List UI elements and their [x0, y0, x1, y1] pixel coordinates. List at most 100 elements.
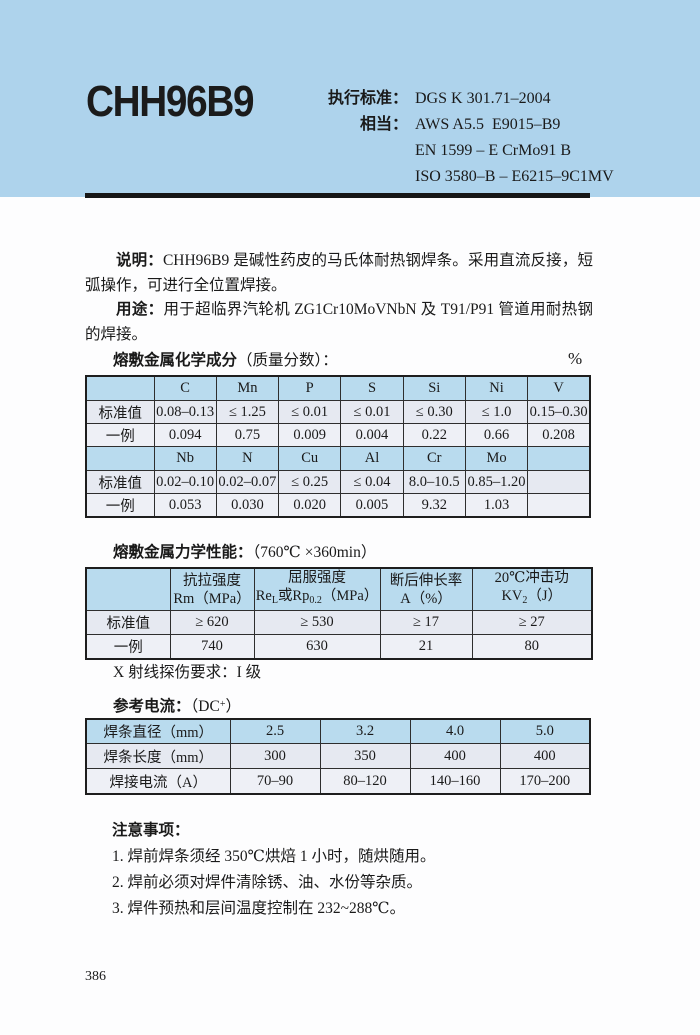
standard-row: 执行标准： DGS K 301.71–2004: [318, 86, 614, 112]
table-cell: ≤ 0.01: [278, 400, 342, 424]
table-cell: 焊接电流（A）: [85, 768, 231, 795]
divider-bar: [85, 193, 590, 198]
chemical-unit: %: [568, 349, 583, 368]
table-cell: 9.32: [402, 493, 466, 518]
equivalent-value: AWS A5.5 E9015–B9: [415, 116, 561, 133]
equivalent-value: ISO 3580–B – E6215–9C1MV: [415, 168, 614, 185]
table-cell: 0.020: [278, 493, 342, 518]
standards-block: 执行标准： DGS K 301.71–2004 相当： AWS A5.5 E90…: [318, 86, 614, 190]
table-cell: Mo: [464, 446, 529, 471]
table-cell: 300: [229, 743, 321, 769]
current-row: 焊条长度（mm） 300 350 400 400: [85, 743, 591, 769]
table-cell: 8.0–10.5: [402, 470, 466, 494]
table-cell: 350: [319, 743, 411, 769]
table-cell: 740: [169, 634, 255, 660]
table-cell: ≤ 1.0: [464, 400, 529, 424]
table-cell: [85, 446, 155, 471]
table-cell: 一例: [85, 634, 171, 660]
table-cell: 焊条长度（mm）: [85, 743, 231, 769]
table-cell: 0.02–0.10: [153, 470, 217, 494]
table-cell: ≥ 530: [253, 610, 381, 635]
table-cell: 140–160: [409, 768, 501, 795]
table-cell: 0.85–1.20: [464, 470, 529, 494]
header-band: [0, 0, 700, 197]
notes-title: 注意事项：: [112, 822, 190, 839]
table-cell: Cr: [402, 446, 466, 471]
table-cell: V: [527, 375, 591, 401]
table-cell: 屈服强度 ReL或Rp0.2（MPa）: [253, 567, 381, 611]
table-cell: P: [278, 375, 342, 401]
table-cell: 0.004: [340, 423, 404, 447]
equivalent-row: 相当： AWS A5.5 E9015–B9: [318, 112, 614, 138]
table-cell: 抗拉强度 Rm（MPa）: [169, 567, 255, 611]
table-cell: ≤ 0.01: [340, 400, 404, 424]
table-cell: 400: [499, 743, 591, 769]
table-cell: 标准值: [85, 400, 155, 424]
table-cell: 一例: [85, 423, 155, 447]
table-cell: 0.094: [153, 423, 217, 447]
table-cell: ≤ 0.30: [402, 400, 466, 424]
table-cell: 170–200: [499, 768, 591, 795]
table-cell: 0.75: [215, 423, 280, 447]
table-cell: Ni: [464, 375, 529, 401]
table-cell: 80–120: [319, 768, 411, 795]
table-cell: 2.5: [229, 718, 321, 744]
standard-value: DGS K 301.71–2004: [415, 90, 551, 107]
table-cell: 20℃冲击功 KV2（J）: [471, 567, 593, 611]
table-cell: [85, 375, 155, 401]
table-cell: C: [153, 375, 217, 401]
chem-example-row: 一例 0.094 0.75 0.009 0.004 0.22 0.66 0.208: [85, 423, 591, 447]
table-cell: S: [340, 375, 404, 401]
chem-element-header-row: C Mn P S Si Ni V: [85, 375, 591, 401]
equivalent-row: EN 1599 – E CrMo91 B: [318, 138, 614, 164]
table-cell: 630: [253, 634, 381, 660]
table-cell: 400: [409, 743, 501, 769]
table-cell: 一例: [85, 493, 155, 518]
table-cell: 0.053: [153, 493, 217, 518]
chemical-table: C Mn P S Si Ni V 标准值 0.08–0.13 ≤ 1.25 ≤ 0.01 ≤ 0.01…: [85, 375, 591, 518]
equivalent-row: ISO 3580–B – E6215–9C1MV: [318, 164, 614, 190]
table-cell: [85, 567, 171, 611]
chemical-title-label: 熔敷金属化学成分: [113, 352, 238, 369]
usage-text: 用于超临界汽轮机 ZG1Cr10MoVNbN 及 T91/P91 管道用耐热钢的…: [85, 301, 593, 343]
note-item: 2. 焊前必须对焊件清除锈、油、水份等杂质。: [112, 874, 423, 891]
note-item: 3. 焊件预热和层间温度控制在 232~288℃。: [112, 900, 406, 917]
table-cell: 1.03: [464, 493, 529, 518]
table-cell: Al: [340, 446, 404, 471]
note-item: 1. 焊前焊条须经 350℃烘焙 1 小时，随烘随用。: [112, 848, 436, 865]
table-cell: Si: [402, 375, 466, 401]
current-row: 焊接电流（A） 70–90 80–120 140–160 170–200: [85, 768, 591, 795]
table-cell: 0.005: [340, 493, 404, 518]
chem-standard-row: 标准值 0.08–0.13 ≤ 1.25 ≤ 0.01 ≤ 0.01 ≤ 0.30 ≤ 1.…: [85, 400, 591, 424]
table-cell: 标准值: [85, 470, 155, 494]
chem-example-row: 一例 0.053 0.030 0.020 0.005 9.32 1.03: [85, 493, 591, 518]
table-cell: [527, 446, 591, 471]
table-cell: N: [215, 446, 280, 471]
equivalent-label-spacer: [318, 164, 408, 190]
table-cell: 21: [379, 634, 473, 660]
description-label: 说明：: [116, 252, 163, 269]
current-condition: （DC+）: [190, 698, 241, 715]
table-cell: 0.66: [464, 423, 529, 447]
table-cell: Nb: [153, 446, 217, 471]
table-cell: Cu: [278, 446, 342, 471]
mech-example-row: 一例 740 630 21 80: [85, 634, 593, 660]
table-cell: ≤ 0.04: [340, 470, 404, 494]
table-cell: ≤ 1.25: [215, 400, 280, 424]
table-cell: 3.2: [319, 718, 411, 744]
chem-standard-row: 标准值 0.02–0.10 0.02–0.07 ≤ 0.25 ≤ 0.04 8.0–10.…: [85, 470, 591, 494]
current-table: 焊条直径（mm） 2.5 3.2 4.0 5.0 焊条长度（mm） 300 350 400 400…: [85, 718, 591, 795]
usage-label: 用途：: [116, 301, 164, 318]
intro-block: 说明：CHH96B9 是碱性药皮的马氏体耐热钢焊条。采用直流反接，短弧操作，可进…: [85, 249, 593, 347]
description-text: CHH96B9 是碱性药皮的马氏体耐热钢焊条。采用直流反接，短弧操作，可进行全位…: [85, 252, 593, 294]
standard-label: 执行标准：: [327, 90, 408, 107]
table-cell: ≤ 0.25: [278, 470, 342, 494]
table-cell: 0.08–0.13: [153, 400, 217, 424]
xray-note: X 射线探伤要求：I 级: [113, 664, 262, 681]
table-cell: 0.009: [278, 423, 342, 447]
mechanical-title-label: 熔敷金属力学性能：: [113, 544, 253, 561]
mechanical-table: 抗拉强度 Rm（MPa） 屈服强度 ReL或Rp0.2（MPa） 断后伸长率 A（%） 20…: [85, 567, 593, 660]
current-row: 焊条直径（mm） 2.5 3.2 4.0 5.0: [85, 718, 591, 744]
table-cell: 0.208: [527, 423, 591, 447]
